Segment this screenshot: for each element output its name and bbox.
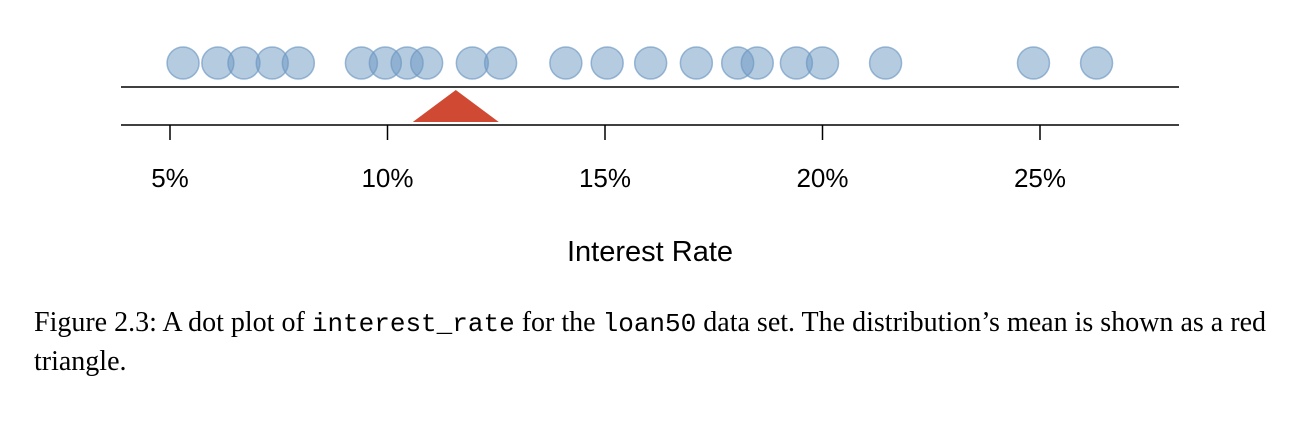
data-point	[483, 46, 518, 80]
data-point	[455, 46, 490, 80]
x-tick-label: 25%	[1014, 163, 1066, 193]
mean-triangle-marker	[412, 90, 499, 122]
data-point	[166, 46, 200, 80]
caption-prefix: Figure 2.3: A dot plot of	[34, 307, 312, 338]
data-point	[679, 46, 714, 80]
data-point	[805, 46, 840, 80]
data-point	[868, 46, 903, 80]
x-tick-label: 15%	[579, 163, 631, 193]
data-point	[281, 46, 316, 80]
data-point	[1079, 46, 1114, 80]
x-tick-label: 5%	[151, 163, 189, 193]
data-point	[227, 46, 261, 80]
data-point	[1016, 46, 1051, 80]
caption-middle: for the	[514, 307, 603, 338]
figure-caption: Figure 2.3: A dot plot of interest_rate …	[34, 304, 1266, 381]
x-axis-ticks: 5% 10% 15% 20% 25%	[151, 125, 1066, 193]
caption-variable-interest-rate: interest_rate	[311, 309, 515, 339]
data-point	[409, 46, 444, 80]
x-tick-label: 20%	[796, 163, 848, 193]
dots-layer	[166, 46, 1114, 80]
data-point	[740, 46, 774, 80]
caption-suffix: data set. The distribution’s mean is sho…	[34, 307, 1266, 377]
x-tick-label: 10%	[361, 163, 413, 193]
caption-variable-loan50: loan50	[602, 309, 697, 339]
data-point	[633, 46, 668, 80]
x-axis-title: Interest Rate	[567, 236, 733, 268]
data-point	[590, 46, 624, 80]
data-point	[549, 46, 583, 80]
dot-plot-chart: 5% 10% 15% 20% 25% Interest Rate	[121, 46, 1179, 268]
